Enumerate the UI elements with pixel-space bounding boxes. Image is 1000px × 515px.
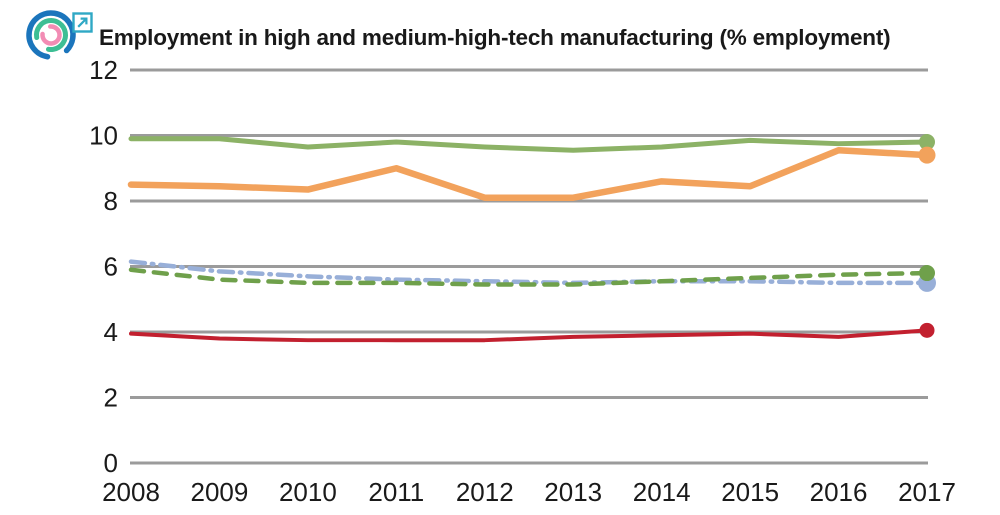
chart-title: Employment in high and medium-high-tech … [99,25,891,50]
series-line-green-dashed [128,267,930,287]
x-tick-label-2010: 2010 [279,477,337,507]
y-tick-label-8: 8 [104,186,118,216]
series-line-green-solid [128,136,930,153]
external-link-icon[interactable] [72,12,93,33]
series-line-blue-dash-dot [128,259,930,286]
external-link-arrow [77,17,88,28]
y-axis-labels: 0 2 4 6 8 10 12 [89,55,118,478]
series-orange-solid [127,146,936,201]
brand-logo [26,10,76,60]
end-marker-green-solid [919,134,935,151]
series-red-solid [129,322,935,343]
y-tick-label-4: 4 [104,317,118,347]
logo-inner-arc [40,24,62,46]
series-line-orange-solid [127,146,931,201]
end-marker-green-dashed [919,265,935,282]
x-tick-label-2012: 2012 [456,477,514,507]
logo-outer-arc [26,10,76,60]
x-axis-labels: 2008 2009 2010 2011 2012 2013 2014 2015 2016 2017 [102,477,956,507]
y-tick-label-6: 6 [104,252,118,282]
y-tick-label-2: 2 [104,383,118,413]
gridlines [130,68,928,465]
series-line-red-solid [129,328,929,343]
x-tick-label-2013: 2013 [544,477,602,507]
x-tick-label-2015: 2015 [721,477,779,507]
x-tick-label-2009: 2009 [191,477,249,507]
series-green-dashed [128,265,935,287]
y-tick-label-0: 0 [104,448,118,478]
logo-middle-arc [34,18,68,52]
end-marker-red-solid [919,322,935,338]
x-tick-label-2017: 2017 [898,477,956,507]
series-green-solid [128,134,935,153]
x-tick-label-2011: 2011 [368,477,424,507]
end-marker-orange-solid [918,146,936,164]
x-tick-label-2008: 2008 [102,477,160,507]
y-tick-label-12: 12 [89,55,118,85]
x-tick-label-2014: 2014 [633,477,691,507]
y-tick-label-10: 10 [89,121,118,151]
x-tick-label-2016: 2016 [810,477,868,507]
